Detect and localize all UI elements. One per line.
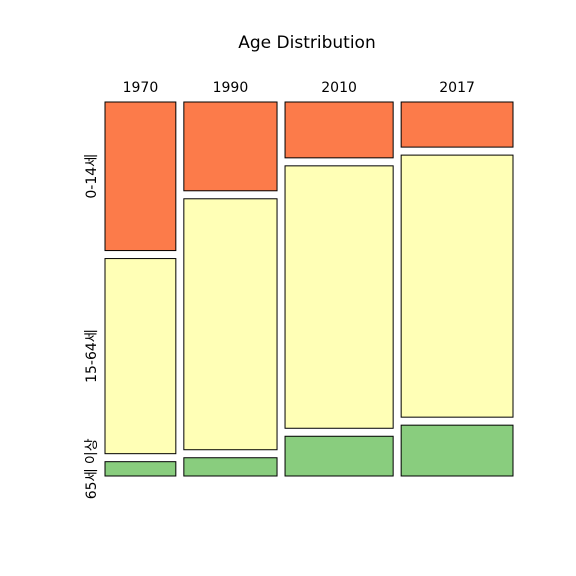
tile-1990-row-2 [183, 198, 278, 451]
tile-2017-row-2 [400, 154, 514, 418]
mosaic-tiles [104, 101, 514, 477]
column-label-2017: 2017 [439, 80, 475, 96]
tile-1990-row-3 [183, 457, 278, 477]
tile-2010-row-3 [284, 435, 394, 477]
tile-1990-row-1 [183, 101, 278, 192]
column-label-1990: 1990 [213, 80, 249, 96]
tile-2017-row-3 [400, 424, 514, 477]
row-labels: 0-14세 15-64세 65세 이상 [84, 154, 100, 499]
column-label-1970: 1970 [123, 80, 159, 96]
row-label-2: 15-64세 [84, 329, 100, 383]
tile-1970-row-1 [104, 101, 177, 252]
tile-2010-row-1 [284, 101, 394, 159]
tile-2017-row-1 [400, 101, 514, 148]
row-label-1: 0-14세 [84, 154, 100, 199]
tile-1970-row-3 [104, 461, 177, 477]
tile-1970-row-2 [104, 258, 177, 455]
column-label-2010: 2010 [321, 80, 357, 96]
column-labels: 1970 1990 2010 2017 [123, 80, 475, 96]
tile-2010-row-2 [284, 165, 394, 429]
chart-title: Age Distribution [238, 33, 375, 53]
row-label-3: 65세 이상 [84, 438, 100, 499]
